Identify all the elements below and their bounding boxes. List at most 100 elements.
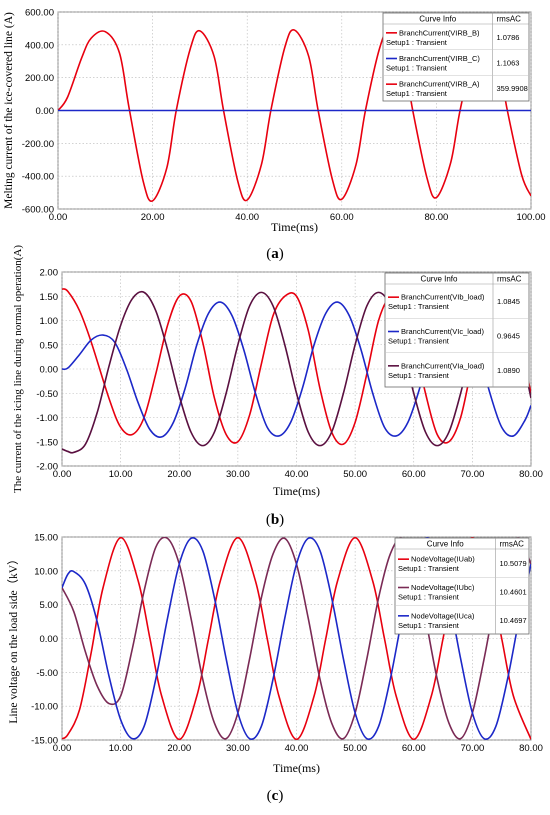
x-tick-label: 70.00: [460, 743, 484, 754]
x-tick-label: 10.00: [109, 469, 133, 480]
legend: Curve Info rmsACBranchCurrent(VIRB_B)Setu…: [382, 12, 530, 102]
x-tick-label: 0.00: [49, 212, 68, 223]
y-tick-label: -15.00: [31, 736, 58, 747]
legend-entry-sub: Setup1 : Transient: [398, 621, 460, 630]
legend-header-curve-info: Curve Info: [427, 540, 464, 549]
legend-entry-sub: Setup1 : Transient: [386, 89, 448, 98]
legend-header-rms: rmsAC: [500, 540, 525, 549]
legend-entry-name: BranchCurrent(VIb_load): [401, 293, 485, 302]
legend-entry-name: NodeVoltage(IUca): [411, 611, 475, 620]
legend-entry-rms: 1.0786: [497, 33, 520, 42]
legend-entry-name: NodeVoltage(IUab): [411, 555, 475, 564]
legend: Curve Info rmsACBranchCurrent(VIb_load)Se…: [384, 272, 530, 388]
y-tick-label: 2.00: [40, 268, 59, 279]
legend-entry-name: BranchCurrent(VIc_load): [401, 327, 484, 336]
chart-panel-a: 0.00 20.00 40.00 60.00 80.00 100.00 600.00 400.…: [3, 8, 546, 263]
x-tick-label: 60.00: [402, 469, 426, 480]
y-axis-label: Line voltage on the load side（kV）: [7, 553, 20, 723]
legend-header-curve-info: Curve Info: [421, 275, 458, 284]
legend-entry-name: BranchCurrent(VIRB_C): [399, 54, 480, 63]
panel-label: (a): [266, 246, 284, 262]
y-tick-label: -5.00: [36, 668, 58, 679]
x-tick-label: 20.00: [141, 212, 165, 223]
y-tick-label: 600.00: [25, 8, 54, 19]
legend-entry-sub: Setup1 : Transient: [388, 371, 450, 380]
y-tick-label: 0.00: [40, 365, 59, 376]
y-tick-label: -1.50: [36, 437, 58, 448]
y-tick-label: -0.50: [36, 389, 58, 400]
x-tick-label: 80.00: [519, 469, 543, 480]
x-tick-label: 30.00: [226, 469, 250, 480]
x-tick-label: 80.00: [425, 212, 449, 223]
series-line-1: [58, 28, 531, 202]
legend-entry-rms: 10.5079: [500, 559, 527, 568]
y-tick-label: 0.50: [40, 340, 59, 351]
y-tick-label: 10.00: [34, 566, 58, 577]
legend-entry-sub: Setup1 : Transient: [386, 38, 448, 47]
x-tick-label: 40.00: [235, 212, 259, 223]
legend-entry-sub: Setup1 : Transient: [398, 564, 460, 573]
y-tick-label: 15.00: [34, 533, 58, 544]
x-tick-label: 60.00: [330, 212, 354, 223]
y-axis-label: Melting current of the ice-covered line …: [3, 12, 15, 209]
x-tick-label: 0.00: [53, 743, 72, 754]
panel-label: (b): [266, 512, 284, 528]
x-tick-label: 70.00: [460, 469, 484, 480]
x-tick-label: 50.00: [343, 469, 367, 480]
series-line-3: [62, 290, 531, 454]
series-line-1: [62, 288, 531, 446]
y-tick-label: 0.00: [40, 634, 59, 645]
x-axis-label: Time(ms): [271, 220, 318, 234]
chart-panel-c: 0.00 10.00 20.00 30.00 40.00 50.00 60.00 70.00 8…: [7, 533, 543, 805]
legend-entry-name: BranchCurrent(VIRB_B): [399, 28, 480, 37]
x-tick-label: 50.00: [343, 743, 367, 754]
legend-entry-rms: 10.4697: [500, 616, 527, 625]
y-tick-label: -400.00: [22, 172, 54, 183]
x-tick-label: 60.00: [402, 743, 426, 754]
x-axis-label: Time(ms): [273, 484, 320, 498]
legend-entry-name: BranchCurrent(VIRB_A): [399, 80, 480, 89]
legend-entry-rms: 0.9645: [497, 332, 520, 341]
y-tick-label: -200.00: [22, 139, 54, 150]
x-tick-label: 100.00: [516, 212, 545, 223]
legend-entry-sub: Setup1 : Transient: [388, 337, 450, 346]
x-tick-label: 40.00: [285, 743, 309, 754]
legend-entry-sub: Setup1 : Transient: [386, 64, 448, 73]
panel-label: (c): [267, 788, 284, 804]
y-tick-label: 1.00: [40, 316, 59, 327]
legend-entry-sub: Setup1 : Transient: [388, 302, 450, 311]
legend-box: [384, 272, 530, 388]
y-tick-label: -1.00: [36, 413, 58, 424]
legend-box: [382, 12, 530, 102]
legend-entry-rms: 1.0845: [497, 297, 520, 306]
legend-header-rms: rmsAC: [497, 275, 522, 284]
y-tick-label: 400.00: [25, 40, 54, 51]
x-tick-label: 20.00: [167, 743, 191, 754]
chart-panel-b: 0.00 10.00 20.00 30.00 40.00 50.00 60.00 70.00 8…: [12, 245, 543, 528]
y-tick-label: -2.00: [36, 462, 58, 473]
legend-entry-rms: 1.1063: [497, 59, 520, 68]
legend-entry-rms: 1.0890: [497, 366, 520, 375]
x-tick-label: 40.00: [285, 469, 309, 480]
legend-entry-name: BranchCurrent(VIa_load): [401, 361, 485, 370]
y-tick-label: 5.00: [40, 600, 59, 611]
legend-entry-sub: Setup1 : Transient: [398, 593, 460, 602]
x-tick-label: 10.00: [109, 743, 133, 754]
y-tick-label: 0.00: [36, 106, 55, 117]
x-tick-label: 0.00: [53, 469, 72, 480]
x-tick-label: 80.00: [519, 743, 543, 754]
y-tick-label: -600.00: [22, 205, 54, 216]
y-tick-label: 200.00: [25, 73, 54, 84]
legend-header-rms: rmsAC: [497, 15, 522, 24]
legend-box: [394, 537, 530, 635]
y-tick-label: 1.50: [40, 292, 59, 303]
x-tick-label: 20.00: [167, 469, 191, 480]
x-tick-label: 30.00: [226, 743, 250, 754]
x-axis-label: Time(ms): [273, 761, 320, 775]
legend-entry-rms: 359.9908: [497, 84, 528, 93]
y-tick-label: -10.00: [31, 702, 58, 713]
legend-entry-rms: 10.4601: [500, 588, 527, 597]
legend-entry-name: NodeVoltage(IUbc): [411, 583, 475, 592]
